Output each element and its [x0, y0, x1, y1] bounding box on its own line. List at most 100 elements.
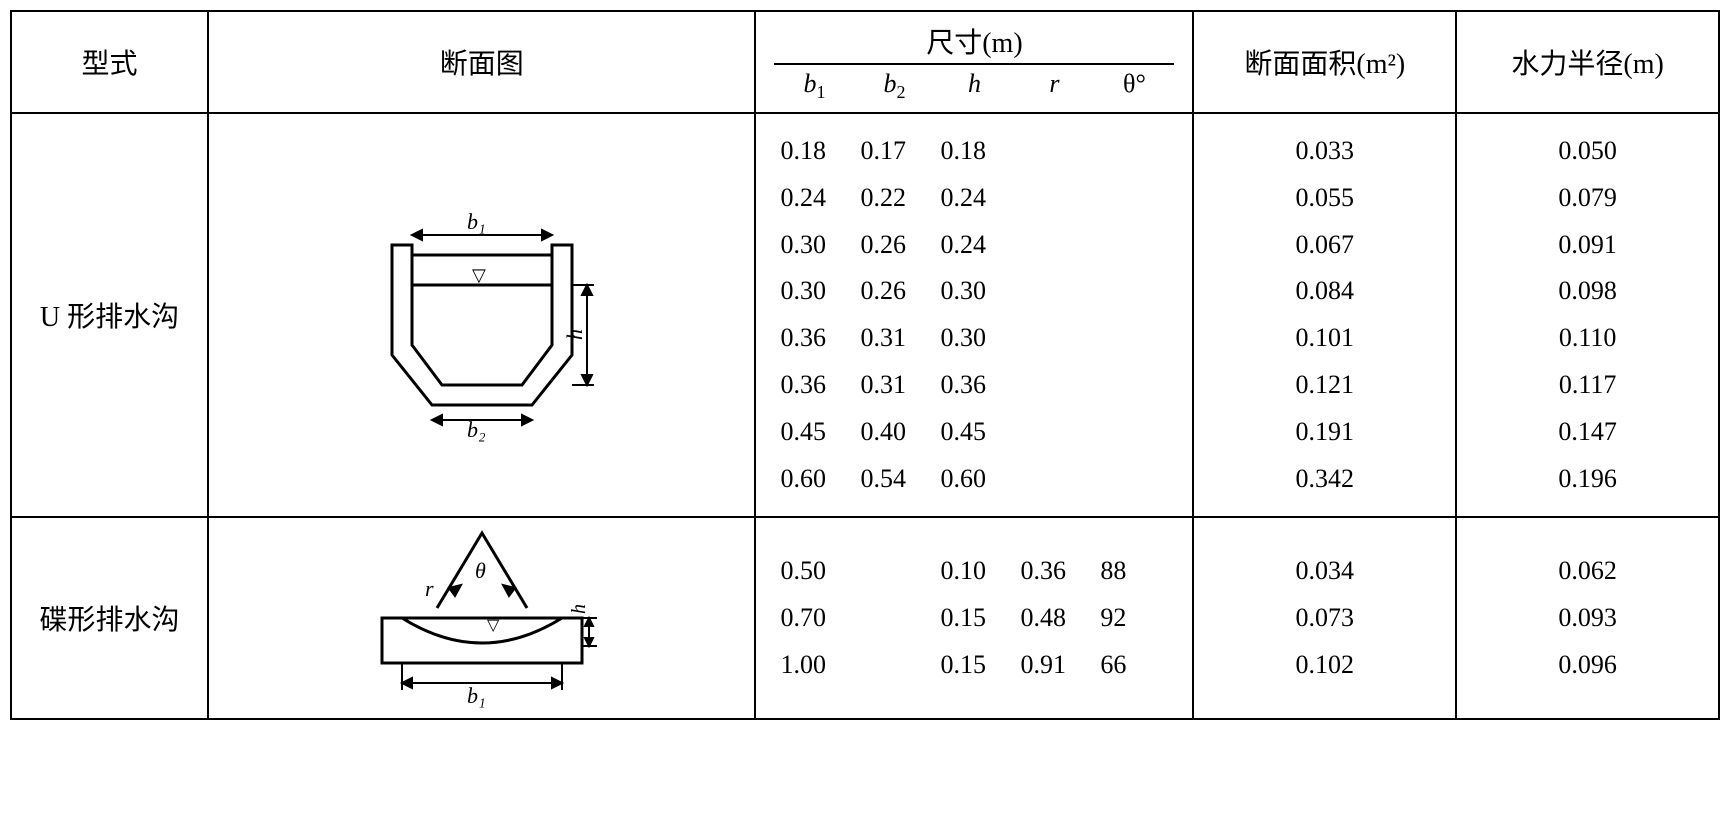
dim-row: 0.180.170.18 [774, 128, 1174, 175]
header-hyd: 水力半径(m) [1456, 11, 1719, 113]
dim-r: 0.48 [1014, 595, 1094, 642]
hyd-value: 0.110 [1457, 315, 1718, 362]
dim-r [1014, 362, 1094, 409]
dim-b1: 0.45 [774, 409, 854, 456]
dim-h: 0.30 [934, 315, 1014, 362]
dim-theta [1094, 409, 1174, 456]
header-row: 型式 断面图 尺寸(m) b1 b2 h r θ° 断面面积(m²) 水力半径(… [11, 11, 1719, 113]
area-value: 0.101 [1194, 315, 1455, 362]
dim-b1: 1.00 [774, 642, 854, 689]
dim-r [1014, 409, 1094, 456]
hyd-value: 0.196 [1457, 456, 1718, 503]
hyd-value: 0.091 [1457, 222, 1718, 269]
dim-r: 0.36 [1014, 548, 1094, 595]
dim-h: 0.15 [934, 642, 1014, 689]
dim-theta: 88 [1094, 548, 1174, 595]
dim-h: 0.15 [934, 595, 1014, 642]
dim-b1: 0.30 [774, 222, 854, 269]
dim-b1: 0.60 [774, 456, 854, 503]
dim-theta [1094, 456, 1174, 503]
dim-b1: 0.70 [774, 595, 854, 642]
dims-sub-labels: b1 b2 h r θ° [774, 63, 1174, 103]
dim-r [1014, 456, 1094, 503]
row-type-label: U 形排水沟 [11, 113, 208, 517]
dim-h: 0.45 [934, 409, 1014, 456]
row-hydraulic-radius: 0.0500.0790.0910.0980.1100.1170.1470.196 [1456, 113, 1719, 517]
row-area: 0.0330.0550.0670.0840.1010.1210.1910.342 [1193, 113, 1456, 517]
dim-r: 0.91 [1014, 642, 1094, 689]
dim-row: 0.360.310.36 [774, 362, 1174, 409]
header-figure: 断面图 [208, 11, 755, 113]
dim-r [1014, 128, 1094, 175]
dim-b2: 0.40 [854, 409, 934, 456]
header-dimensions: 尺寸(m) b1 b2 h r θ° [755, 11, 1193, 113]
dim-h: 0.24 [934, 222, 1014, 269]
dim-theta: 92 [1094, 595, 1174, 642]
sub-h: h [934, 69, 1014, 103]
dim-row: 0.300.260.24 [774, 222, 1174, 269]
row-dimensions: 0.50 0.100.3688 0.70 0.150.4892 1.00 0.150.91… [755, 517, 1193, 719]
area-value: 0.121 [1194, 362, 1455, 409]
area-value: 0.033 [1194, 128, 1455, 175]
area-value: 0.055 [1194, 175, 1455, 222]
dim-b1: 0.36 [774, 362, 854, 409]
dim-h: 0.60 [934, 456, 1014, 503]
dim-row: 0.450.400.45 [774, 409, 1174, 456]
svg-text:θ: θ [475, 558, 486, 583]
svg-text:h: h [568, 604, 590, 614]
area-value: 0.084 [1194, 268, 1455, 315]
svg-text:b₁: b₁ [467, 209, 486, 234]
dim-theta: 66 [1094, 642, 1174, 689]
sub-b2: b2 [854, 69, 934, 103]
dim-theta [1094, 268, 1174, 315]
dim-h: 0.24 [934, 175, 1014, 222]
dim-b2 [854, 548, 934, 595]
svg-text:r: r [425, 576, 434, 601]
row-diagram: θ r ▽ h b₁ [208, 517, 755, 719]
sub-b1: b1 [774, 69, 854, 103]
dim-h: 0.18 [934, 128, 1014, 175]
sub-r: r [1014, 69, 1094, 103]
hyd-value: 0.096 [1457, 642, 1718, 689]
hyd-value: 0.093 [1457, 595, 1718, 642]
row-type-label: 碟形排水沟 [11, 517, 208, 719]
svg-text:h: h [562, 329, 587, 340]
dim-h: 0.10 [934, 548, 1014, 595]
header-type: 型式 [11, 11, 208, 113]
dim-b2: 0.22 [854, 175, 934, 222]
row-diagram: ▽ b₁ b₂ h [208, 113, 755, 517]
hyd-value: 0.117 [1457, 362, 1718, 409]
u-channel-diagram: ▽ b₁ b₂ h [342, 185, 622, 445]
sub-theta: θ° [1094, 69, 1174, 103]
dim-h: 0.36 [934, 362, 1014, 409]
dim-theta [1094, 222, 1174, 269]
svg-text:b₁: b₁ [467, 683, 486, 708]
hyd-value: 0.079 [1457, 175, 1718, 222]
dim-row: 0.70 0.150.4892 [774, 595, 1174, 642]
dim-r [1014, 268, 1094, 315]
dim-b2 [854, 642, 934, 689]
dims-title: 尺寸(m) [774, 21, 1174, 61]
row-area: 0.0340.0730.102 [1193, 517, 1456, 719]
header-area: 断面面积(m²) [1193, 11, 1456, 113]
dim-b1: 0.24 [774, 175, 854, 222]
dim-b2 [854, 595, 934, 642]
dim-theta [1094, 362, 1174, 409]
area-value: 0.191 [1194, 409, 1455, 456]
hyd-value: 0.050 [1457, 128, 1718, 175]
row-dimensions: 0.180.170.180.240.220.240.300.260.240.30… [755, 113, 1193, 517]
dim-r [1014, 222, 1094, 269]
dim-b2: 0.31 [854, 315, 934, 362]
dim-b2: 0.54 [854, 456, 934, 503]
dim-b2: 0.31 [854, 362, 934, 409]
dim-row: 0.300.260.30 [774, 268, 1174, 315]
dim-b2: 0.26 [854, 268, 934, 315]
dish-channel-diagram: θ r ▽ h b₁ [327, 518, 637, 718]
dim-b1: 0.50 [774, 548, 854, 595]
dim-theta [1094, 315, 1174, 362]
dim-row: 0.600.540.60 [774, 456, 1174, 503]
dim-b1: 0.18 [774, 128, 854, 175]
area-value: 0.067 [1194, 222, 1455, 269]
table-row: 碟形排水沟 θ r ▽ h [11, 517, 1719, 719]
area-value: 0.102 [1194, 642, 1455, 689]
